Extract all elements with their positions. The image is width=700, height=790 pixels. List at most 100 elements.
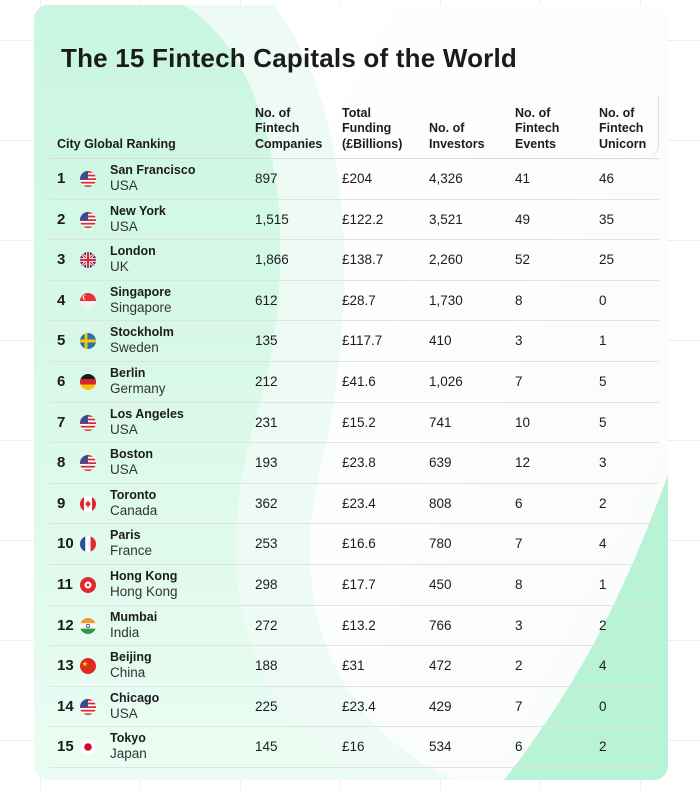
city-name: Mumbai (110, 609, 158, 624)
table-row: 2 New York USA 1,515 £122.2 3,521 49 35 (49, 200, 659, 241)
unicorns-cell: 3 (599, 455, 607, 471)
companies-cell: 897 (255, 171, 278, 186)
events-cell: 41 (515, 171, 531, 186)
city-name: Boston (110, 447, 154, 462)
funding-cell: £204 (342, 171, 373, 186)
companies-cell: 298 (255, 576, 278, 592)
unicorns-cell: 1 (599, 333, 607, 349)
country-name: France (110, 543, 153, 559)
events-cell: 8 (515, 292, 523, 308)
column-header-ranking: City Global Ranking (57, 136, 176, 151)
table-row: 1 San Francisco USA 897 £204 4,326 41 46 (49, 159, 659, 200)
table-row: 5 Stockholm Sweden 135 £117.7 410 3 1 (49, 321, 659, 362)
us-flag-icon (80, 211, 96, 228)
unicorns-cell: 46 (599, 171, 615, 186)
rank-number: 13 (57, 657, 74, 675)
investors-cell: 639 (429, 455, 452, 471)
infographic-card: The 15 Fintech Capitals of the World Cit… (34, 5, 668, 780)
investors-cell: 780 (429, 536, 452, 552)
table-row: 13 Beijing China 188 £31 472 2 4 (49, 646, 659, 687)
funding-cell: £15.2 (342, 414, 376, 430)
events-cell: 49 (515, 211, 531, 227)
city-name: Paris (110, 528, 141, 543)
city-name: Chicago (110, 690, 160, 705)
funding-cell: £31 (342, 658, 365, 674)
country-name: India (110, 624, 140, 640)
investors-cell: 3,521 (429, 211, 463, 227)
unicorns-cell: 4 (599, 536, 607, 552)
investors-cell: 1,730 (429, 292, 463, 308)
funding-cell: £28.7 (342, 292, 376, 308)
country-name: Hong Kong (110, 583, 178, 599)
unicorns-cell: 0 (599, 698, 607, 714)
rank-number: 6 (57, 372, 66, 390)
us-flag-icon (80, 414, 96, 431)
unicorns-cell: 2 (599, 739, 607, 755)
table-row: 11 Hong Kong Hong Kong 298 £17.7 450 8 1 (49, 565, 659, 606)
fr-flag-icon (80, 536, 96, 553)
table-row: 4 Singapore Singapore 612 £28.7 1,730 8 0 (49, 281, 659, 322)
funding-cell: £117.7 (342, 333, 383, 349)
events-cell: 3 (515, 617, 523, 633)
country-name: Germany (110, 380, 166, 396)
unicorns-cell: 35 (599, 211, 615, 227)
funding-cell: £23.4 (342, 495, 376, 511)
country-name: China (110, 665, 146, 681)
country-name: Japan (110, 746, 147, 762)
rank-number: 10 (57, 535, 74, 553)
companies-cell: 212 (255, 373, 278, 389)
investors-cell: 1,026 (429, 373, 463, 389)
column-header-funding: Total Funding (£Billions) (342, 105, 403, 151)
rank-number: 2 (57, 210, 66, 228)
country-name: USA (110, 705, 138, 721)
table-row: 15 Tokyo Japan 145 £16 534 6 2 (49, 727, 659, 768)
funding-cell: £13.2 (342, 617, 376, 633)
investors-cell: 534 (429, 739, 452, 755)
unicorns-cell: 5 (599, 414, 607, 430)
table-header: City Global Ranking No. of Fintech Compa… (49, 97, 659, 159)
events-cell: 3 (515, 333, 523, 349)
country-name: USA (110, 421, 138, 437)
country-name: UK (110, 259, 129, 275)
cn-flag-icon (80, 658, 96, 675)
country-name: USA (110, 218, 138, 234)
funding-cell: £41.6 (342, 373, 376, 389)
us-flag-icon (80, 698, 96, 715)
city-name: Hong Kong (110, 568, 178, 583)
table-row: 3 London UK 1,866 £138.7 2,260 52 25 (49, 240, 659, 281)
rank-number: 3 (57, 251, 66, 269)
unicorns-cell: 0 (599, 292, 607, 308)
events-cell: 6 (515, 739, 523, 755)
hk-flag-icon (80, 576, 96, 593)
in-flag-icon (80, 617, 96, 634)
rank-number: 15 (57, 738, 74, 756)
investors-cell: 2,260 (429, 252, 463, 268)
column-header-events: No. of Fintech Events (515, 105, 560, 151)
funding-cell: £16.6 (342, 536, 376, 552)
table-row: 8 Boston USA 193 £23.8 639 12 3 (49, 443, 659, 484)
unicorns-cell: 25 (599, 252, 615, 268)
unicorns-cell: 2 (599, 495, 607, 511)
country-name: USA (110, 462, 138, 478)
column-header-investors: No. of Investors (429, 121, 485, 151)
rank-number: 4 (57, 291, 66, 309)
rank-number: 11 (57, 575, 73, 593)
table-row: 7 Los Angeles USA 231 £15.2 741 10 5 (49, 403, 659, 444)
companies-cell: 145 (255, 739, 278, 755)
table-row: 14 Chicago USA 225 £23.4 429 7 0 (49, 687, 659, 728)
investors-cell: 472 (429, 658, 452, 674)
city-name: London (110, 244, 156, 259)
investors-cell: 410 (429, 333, 452, 349)
companies-cell: 272 (255, 617, 278, 633)
table-row: 9 Toronto Canada 362 £23.4 808 6 2 (49, 484, 659, 525)
rank-number: 5 (57, 332, 66, 350)
investors-cell: 4,326 (429, 171, 463, 186)
funding-cell: £138.7 (342, 252, 384, 268)
rank-number: 7 (57, 413, 66, 431)
funding-cell: £16 (342, 739, 365, 755)
investors-cell: 808 (429, 495, 452, 511)
country-name: Sweden (110, 340, 159, 356)
city-name: New York (110, 203, 166, 218)
funding-cell: £23.4 (342, 698, 376, 714)
se-flag-icon (80, 333, 96, 350)
